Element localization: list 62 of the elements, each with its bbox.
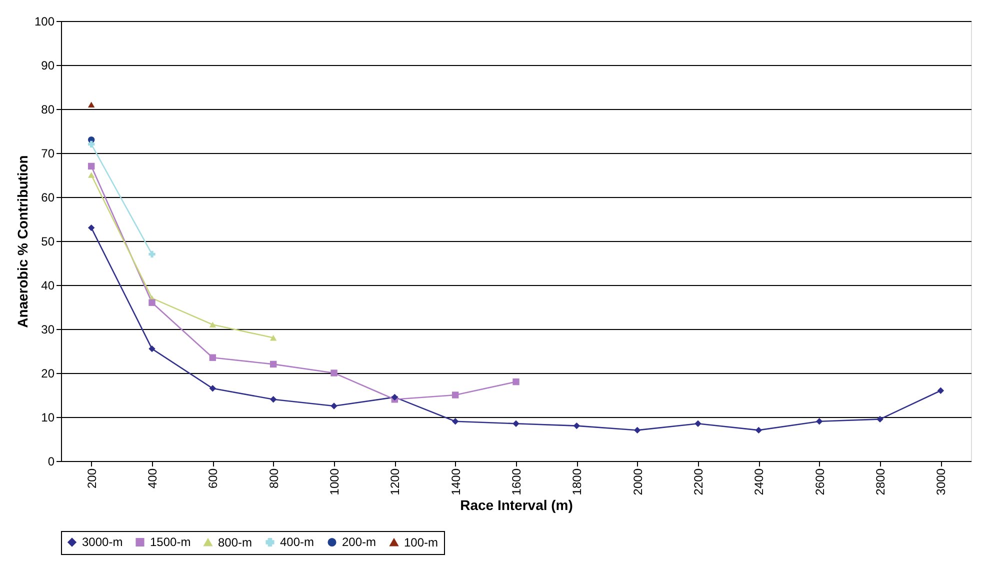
point — [88, 224, 95, 232]
point — [270, 360, 277, 368]
x-tick-label: 1600 — [510, 468, 524, 496]
point — [694, 420, 702, 427]
x-tick-label: 1000 — [328, 468, 342, 496]
point — [88, 162, 95, 170]
x-tick-label: 600 — [206, 468, 220, 489]
point — [452, 392, 459, 398]
point — [148, 345, 156, 352]
point — [270, 334, 277, 341]
x-tick-label: 3000 — [934, 468, 948, 496]
point — [270, 396, 277, 403]
point — [391, 394, 398, 401]
y-tick-label: 0 — [48, 454, 55, 468]
point — [876, 416, 884, 423]
point — [330, 370, 338, 376]
point — [330, 402, 338, 410]
x-tick-label: 2400 — [752, 468, 766, 496]
y-tick-label: 90 — [41, 58, 55, 72]
y-tick-label: 80 — [41, 102, 55, 116]
x-axis-title: Race Interval (m) — [460, 497, 573, 514]
point — [573, 422, 580, 430]
legend-label: 3000-m — [82, 535, 123, 550]
legend-label: 200-m — [342, 535, 376, 550]
point — [512, 378, 520, 386]
point — [148, 250, 156, 258]
point — [88, 102, 95, 108]
legend-label: 400-m — [280, 535, 314, 550]
point — [452, 418, 459, 425]
x-tick-label: 2000 — [630, 468, 645, 496]
x-tick-label: 1400 — [448, 468, 463, 496]
point — [148, 299, 156, 306]
x-tick-label: 200 — [84, 468, 99, 489]
y-tick-label: 10 — [41, 410, 55, 424]
x-tick-label: 2200 — [692, 468, 706, 496]
y-tick-label: 30 — [41, 322, 55, 336]
x-tick-label: 400 — [146, 468, 160, 489]
point — [209, 354, 216, 361]
x-tick-label: 800 — [266, 468, 281, 489]
point — [88, 140, 95, 148]
legend-label: 1500-m — [150, 535, 191, 550]
point — [88, 172, 95, 178]
y-tick-label: 70 — [41, 146, 55, 160]
y-tick-label: 20 — [41, 366, 55, 380]
x-tick-label: 2800 — [874, 468, 888, 496]
point — [816, 418, 823, 425]
point — [512, 420, 520, 427]
legend-label: 800-m — [218, 535, 252, 550]
point — [209, 385, 216, 392]
x-tick-label: 1800 — [570, 468, 584, 496]
y-tick-label: 100 — [34, 14, 55, 28]
point — [209, 322, 216, 328]
point — [755, 426, 762, 434]
legend-label: 100-m — [404, 535, 438, 550]
y-tick-label: 60 — [41, 190, 55, 204]
x-tick-label: 2600 — [812, 468, 827, 496]
x-tick-label: 1200 — [388, 468, 402, 496]
point — [937, 387, 944, 394]
y-axis-title: Anaerobic % Contribution — [14, 155, 30, 328]
y-tick-label: 50 — [41, 234, 55, 248]
point — [634, 426, 641, 434]
y-tick-label: 40 — [41, 278, 55, 292]
